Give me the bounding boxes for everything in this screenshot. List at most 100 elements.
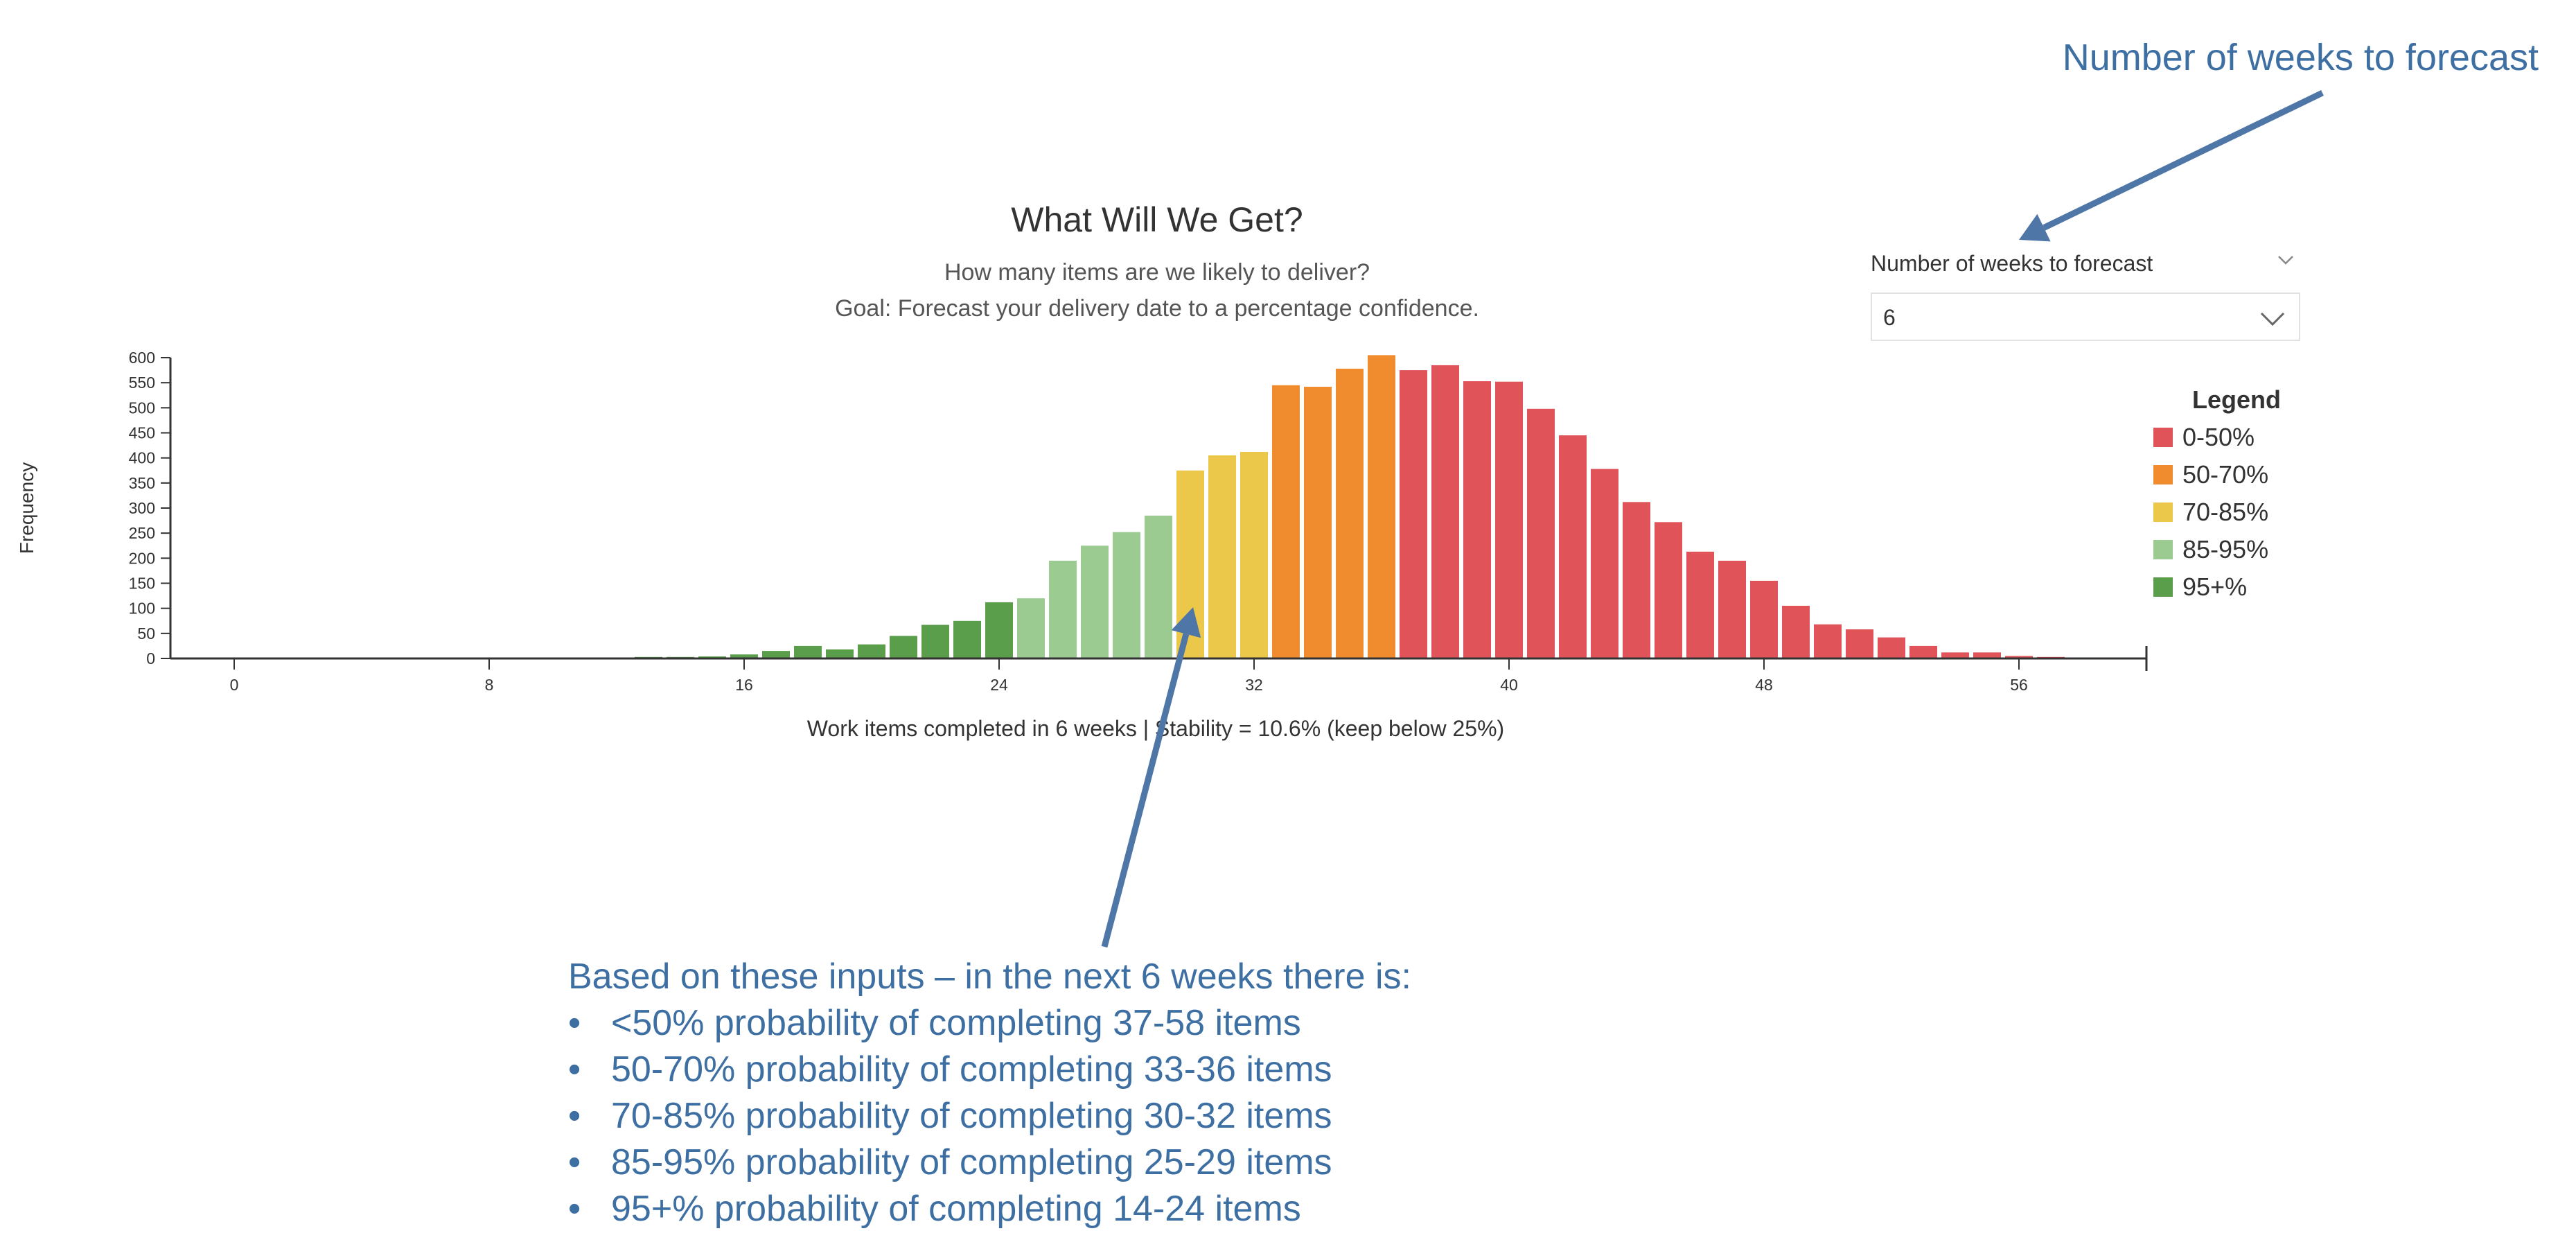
y-tick-label: 500 [129,399,155,417]
legend-label: 70-85% [2182,498,2269,526]
histogram-bar[interactable] [1400,370,1427,658]
list-item-text: 95+% probability of completing 14-24 ite… [611,1189,1301,1229]
histogram-bar[interactable] [1463,381,1491,658]
histogram-bar[interactable] [1782,606,1810,658]
y-tick-label: 300 [129,499,155,517]
histogram-bar[interactable] [1655,522,1682,658]
legend-swatch [2153,577,2173,597]
legend-swatch [2153,465,2173,484]
histogram-bar[interactable] [1495,381,1523,658]
x-tick-label: 48 [1755,676,1773,694]
weeks-slicer-title: Number of weeks to forecast [1871,251,2153,276]
legend-item: 95+% [2153,568,2320,606]
list-item: • 50-70% probability of completing 33-36 … [568,1047,1411,1093]
histogram-bar[interactable] [921,624,949,659]
histogram-bar[interactable] [1718,561,1746,658]
histogram-bar[interactable] [890,636,917,659]
legend-item: 0-50% [2153,419,2320,456]
histogram-bar[interactable] [1145,515,1172,658]
legend-title: Legend [2191,385,2281,414]
histogram-bar[interactable] [730,654,758,658]
legend-swatch [2153,540,2173,559]
list-item-text: 85-95% probability of completing 25-29 i… [611,1142,1332,1182]
histogram-bar[interactable] [1591,469,1618,658]
histogram-bar[interactable] [1941,652,1969,658]
list-item: • <50% probability of completing 37-58 it… [568,1000,1411,1047]
chart-subtitle-2: Goal: Forecast your delivery date to a p… [835,295,1479,322]
x-tick-label: 0 [230,676,239,694]
arrow-to-slicer [2019,89,2324,242]
histogram-bar[interactable] [1846,629,1873,658]
histogram-bar[interactable] [1814,624,1842,658]
legend-swatch [2153,428,2173,447]
histogram-bar[interactable] [1909,645,1937,658]
y-tick-label: 350 [129,474,155,492]
histogram-bar[interactable] [858,644,885,658]
histogram-bar[interactable] [1623,502,1650,658]
y-tick-label: 550 [129,374,155,392]
legend-item: 85-95% [2153,531,2320,568]
bullet-icon: • [568,1189,581,1229]
legend-item: 70-85% [2153,494,2320,531]
weeks-dropdown[interactable]: 6 [1871,292,2300,341]
x-tick-label: 16 [735,676,753,694]
x-tick-label: 32 [1245,676,1263,694]
histogram-bar[interactable] [1272,385,1300,658]
bullet-icon: • [568,1142,581,1182]
chevron-down-icon[interactable] [2259,308,2286,332]
histogram-bar[interactable] [1208,455,1236,658]
weeks-slicer-header: Number of weeks to forecast [1871,248,2300,279]
histogram-bar[interactable] [762,651,790,658]
x-tick-label: 24 [990,676,1008,694]
y-tick-label: 200 [129,549,155,567]
legend-label: 95+% [2182,573,2248,601]
y-tick-label: 100 [129,600,155,618]
y-tick-label: 600 [129,349,155,367]
y-tick-label: 50 [137,624,155,643]
list-item: • 70-85% probability of completing 30-32 … [568,1093,1411,1139]
histogram-bar[interactable] [1240,452,1268,658]
x-tick-label: 8 [485,676,494,694]
list-item-text: 50-70% probability of completing 33-36 i… [611,1049,1332,1090]
arrow-to-histogram [1101,607,1201,948]
chevron-down-icon[interactable] [2275,250,2296,274]
list-item: • 95+% probability of completing 14-24 it… [568,1186,1411,1232]
histogram-bar[interactable] [985,602,1013,658]
bars-layer [475,355,2097,659]
forecast-summary: Based on these inputs – in the next 6 we… [568,954,1411,1232]
histogram-bar[interactable] [1113,532,1140,658]
y-tick-label: 400 [129,449,155,467]
histogram-bar[interactable] [1973,652,2001,658]
histogram-bar[interactable] [1336,368,1364,658]
histogram-bar[interactable] [2005,656,2033,658]
histogram-bar[interactable] [953,620,981,659]
histogram-bar[interactable] [1559,435,1587,658]
forecast-summary-list: • <50% probability of completing 37-58 it… [568,1000,1411,1232]
histogram-bar[interactable] [1049,561,1077,658]
list-item-text: <50% probability of completing 37-58 ite… [611,1003,1301,1043]
histogram-bar[interactable] [1081,545,1109,659]
weeks-dropdown-value: 6 [1883,305,1896,330]
weeks-callout-label: Number of weeks to forecast [2062,37,2539,78]
histogram-bar[interactable] [1686,551,1714,658]
histogram-bar[interactable] [1527,408,1555,658]
histogram-bar[interactable] [1431,365,1459,658]
x-tick-label: 56 [2010,676,2028,694]
histogram-bar[interactable] [1304,387,1332,658]
bullet-icon: • [568,1096,581,1136]
axes-layer: 0 50 100 150 200 250 300 350 400 450 500 550 600 0 8 16… [16,349,2148,741]
chart-title: What Will We Get? [1011,200,1303,239]
histogram-bar[interactable] [794,645,822,658]
histogram-bar[interactable] [826,649,854,658]
list-item: • 85-95% probability of completing 25-29 … [568,1139,1411,1186]
legend-label: 85-95% [2182,535,2269,564]
arrows-layer [1101,89,2324,948]
histogram-bar[interactable] [1878,637,1905,658]
histogram-bar[interactable] [1017,598,1045,658]
y-axis-label: Frequency [16,462,37,554]
histogram-bar[interactable] [1368,355,1395,658]
histogram-bar[interactable] [1750,580,1778,658]
legend-label: 50-70% [2182,460,2269,489]
legend-item: 50-70% [2153,456,2320,494]
